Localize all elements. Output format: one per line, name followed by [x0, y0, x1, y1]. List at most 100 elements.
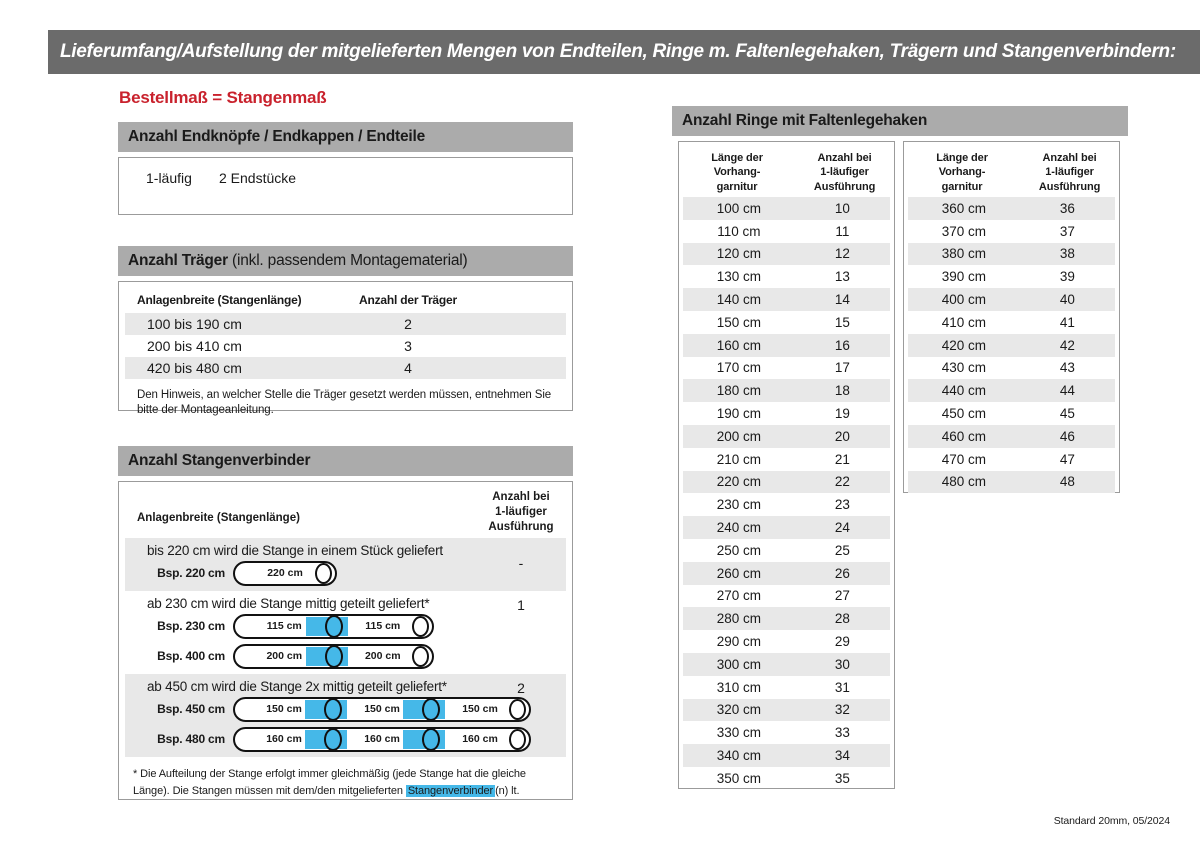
- ring-count-cell: 36: [1059, 200, 1075, 216]
- table-row: 100 bis 190 cm 2: [125, 313, 566, 335]
- table-row: 180 cm 18: [683, 379, 890, 403]
- rod-segment-length: 115 cm: [266, 620, 302, 632]
- ringe-table-2-header: Länge der Vorhang- garnitur Anzahl bei 1…: [904, 142, 1119, 197]
- footnote-text-pre: * Die Aufteilung der Stange erfolgt imme…: [133, 768, 526, 797]
- ring-count-cell: 47: [1059, 451, 1075, 467]
- ring-count-cell: 26: [834, 565, 850, 581]
- table-row: 370 cm 37: [908, 220, 1115, 243]
- length-cell: 200 cm: [716, 428, 762, 444]
- document-footer: Standard 20mm, 05/2024: [1053, 815, 1170, 827]
- table-row: 160 cm 16: [683, 333, 890, 357]
- traeger-col-width-header: Anlagenbreite (Stangenlänge): [137, 293, 302, 307]
- rod-segment-length: 150 cm: [266, 703, 302, 715]
- ringe-table-2: Länge der Vorhang- garnitur Anzahl bei 1…: [903, 141, 1120, 494]
- table-row: 420 cm 42: [908, 333, 1115, 357]
- ring-count-cell: 16: [834, 337, 850, 353]
- ring-count-cell: 17: [834, 360, 850, 376]
- verbinder-group-2-text: ab 230 cm wird die Stange mittig geteilt…: [147, 596, 430, 611]
- rod-end-cap: [509, 698, 526, 720]
- length-cell: 440 cm: [941, 383, 987, 399]
- length-cell: 320 cm: [716, 702, 762, 718]
- count-column-header: Anzahl bei 1-läufiger Ausführung: [1038, 152, 1101, 193]
- rod-diagram: 220 cm: [233, 560, 337, 586]
- table-row: 440 cm 44: [908, 379, 1115, 403]
- section-heading-verbinder: Anzahl Stangenverbinder: [118, 446, 573, 476]
- table-row: 240 cm 24: [683, 516, 890, 539]
- length-cell: 240 cm: [716, 520, 762, 536]
- verbinder-footnote: * Die Aufteilung der Stange erfolgt imme…: [133, 766, 558, 799]
- table-row: 330 cm 33: [683, 721, 890, 744]
- ring-count-cell: 34: [834, 748, 850, 764]
- verbinder-group-1-count: -: [518, 555, 524, 571]
- count-column-header: Anzahl bei 1-läufiger Ausführung: [813, 152, 876, 193]
- rod-diagram: 160 cm 160 cm 160 cm: [233, 726, 531, 752]
- length-column-header: Länge der Vorhang- garnitur: [936, 152, 988, 193]
- ring-count-cell: 18: [834, 383, 850, 399]
- table-row: 320 cm 32: [683, 698, 890, 722]
- table-row: 410 cm 41: [908, 311, 1115, 334]
- endteile-row-label: 1-läufig: [146, 170, 192, 186]
- table-row: 470 cm 47: [908, 448, 1115, 471]
- length-cell: 300 cm: [716, 656, 762, 672]
- rod-end-cap: [412, 615, 429, 637]
- ring-count-cell: 21: [834, 451, 850, 467]
- table-row: 170 cm 17: [683, 357, 890, 380]
- rod-segment-length: 220 cm: [267, 567, 303, 579]
- ring-count-cell: 12: [834, 246, 850, 262]
- verbinder-group-1: bis 220 cm wird die Stange in einem Stüc…: [125, 538, 566, 591]
- rod-segment-length: 200 cm: [266, 650, 303, 662]
- rod-example-label: Bsp. 450 cm: [157, 702, 225, 716]
- section-heading-ringe: Anzahl Ringe mit Faltenlegehaken: [672, 106, 1128, 136]
- section-heading-traeger: Anzahl Träger (inkl. passendem Montagema…: [118, 246, 573, 276]
- ring-count-cell: 19: [834, 406, 850, 422]
- table-row: 230 cm 23: [683, 493, 890, 516]
- ring-count-cell: 35: [834, 770, 850, 786]
- rod-example-label: Bsp. 400 cm: [157, 649, 225, 663]
- ring-count-cell: 43: [1059, 360, 1075, 376]
- table-row: 390 cm 39: [908, 265, 1115, 288]
- ring-count-cell: 31: [834, 679, 850, 695]
- ring-count-cell: 11: [835, 223, 850, 239]
- table-row: 400 cm 40: [908, 288, 1115, 311]
- section-heading-ringe-label: Anzahl Ringe mit Faltenlegehaken: [682, 112, 928, 129]
- page-title: Lieferumfang/Aufstellung der mitgeliefer…: [60, 41, 1176, 62]
- traeger-table-body: 100 bis 190 cm 2 200 bis 410 cm 3 420 bi…: [119, 313, 572, 379]
- length-cell: 430 cm: [941, 360, 987, 376]
- ring-count-cell: 42: [1059, 337, 1075, 353]
- length-cell: 190 cm: [716, 406, 762, 422]
- length-cell: 280 cm: [716, 611, 762, 627]
- rod-joint-ellipse: [421, 697, 440, 721]
- table-row: 260 cm 26: [683, 561, 890, 585]
- width-range-cell: 100 bis 190 cm: [147, 316, 242, 332]
- ring-count-cell: 23: [834, 497, 850, 513]
- ringe-table-2-body: 360 cm 36 370 cm 37 380 cm 38 390 cm 39 …: [904, 197, 1119, 494]
- table-row: 280 cm 28: [683, 607, 890, 631]
- ring-count-cell: 22: [834, 474, 850, 490]
- table-row: 200 bis 410 cm 3: [125, 335, 566, 357]
- footnote-highlight: Stangenverbinder: [405, 784, 496, 797]
- length-cell: 180 cm: [716, 383, 762, 399]
- ring-count-cell: 46: [1059, 428, 1075, 444]
- length-cell: 140 cm: [716, 292, 762, 308]
- footnote-text-post: (n) lt. Montageanleitung verbunden werde…: [495, 784, 520, 797]
- traeger-table-header: Anlagenbreite (Stangenlänge) Anzahl der …: [119, 282, 572, 313]
- verbinder-group-3: ab 450 cm wird die Stange 2x mittig gete…: [125, 674, 566, 757]
- width-range-cell: 200 bis 410 cm: [147, 338, 242, 354]
- table-row: 250 cm 25: [683, 539, 890, 562]
- ring-count-cell: 13: [834, 269, 850, 285]
- section-heading-endteile-label: Anzahl Endknöpfe / Endkappen / Endteile: [128, 128, 426, 145]
- section-heading-verbinder-label: Anzahl Stangenverbinder: [128, 452, 311, 469]
- ring-count-cell: 25: [834, 542, 850, 558]
- table-row: 290 cm 29: [683, 630, 890, 653]
- table-row: 310 cm 31: [683, 676, 890, 699]
- ring-count-cell: 33: [834, 725, 850, 741]
- carrier-count-cell: 4: [404, 360, 412, 376]
- verbinder-group-2: ab 230 cm wird die Stange mittig geteilt…: [125, 591, 566, 674]
- verbinder-group-2-count: 1: [517, 597, 525, 613]
- verbinder-table-header: Anlagenbreite (Stangenlänge) Anzahl bei …: [119, 482, 572, 538]
- length-cell: 390 cm: [941, 269, 987, 285]
- endteile-row-value: 2 Endstücke: [219, 170, 297, 186]
- rod-segment-length: 115 cm: [365, 620, 401, 632]
- ring-count-cell: 39: [1059, 269, 1075, 285]
- length-cell: 420 cm: [941, 337, 987, 353]
